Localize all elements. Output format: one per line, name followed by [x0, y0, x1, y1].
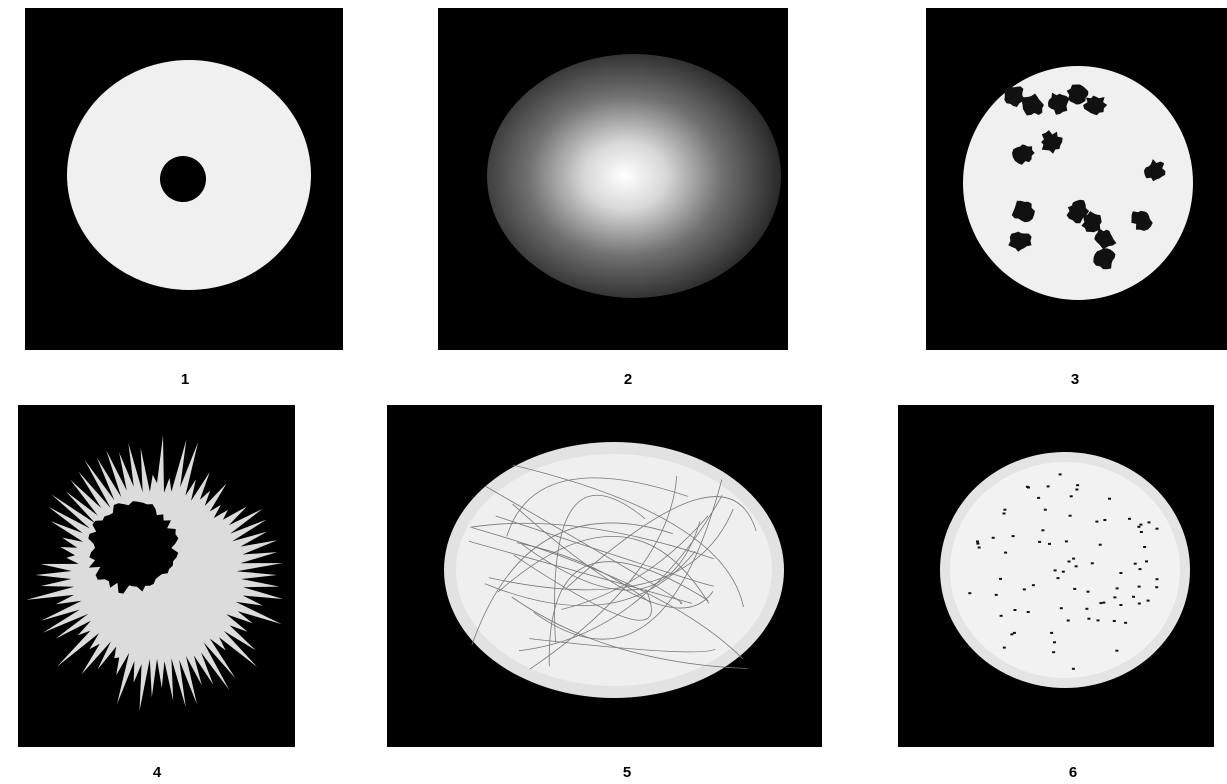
panel-label: 1 — [181, 371, 189, 388]
defect-dot — [1037, 497, 1040, 499]
defect-dot — [1050, 632, 1053, 634]
defect-dot — [1102, 602, 1105, 604]
defect-dot — [1132, 596, 1135, 598]
defect-dot — [1156, 578, 1159, 580]
defect-dot — [1113, 596, 1116, 598]
defect-dot — [1099, 544, 1102, 546]
defect-dot — [992, 537, 995, 539]
defect-dot — [1155, 586, 1158, 588]
defect-dot — [1113, 620, 1116, 622]
panel-5 — [387, 405, 822, 747]
defect-dot — [1087, 591, 1090, 593]
panel-label: 6 — [1069, 764, 1077, 781]
defect-dot — [1026, 486, 1029, 488]
defect-dot — [1068, 561, 1071, 563]
panel-label: 4 — [153, 764, 162, 781]
panel-2 — [438, 8, 788, 350]
panel-3 — [926, 8, 1227, 350]
wafer — [950, 462, 1180, 678]
defect-dot — [1145, 560, 1148, 562]
defect-dot — [1156, 528, 1159, 530]
defect-dot — [1053, 641, 1056, 643]
panel-label: 5 — [623, 764, 631, 781]
defect-dot — [1000, 615, 1003, 617]
defect-dot — [1044, 509, 1047, 511]
defect-dot — [1148, 521, 1151, 523]
defect-dot — [1119, 572, 1122, 574]
defect-dot — [1134, 563, 1137, 565]
defect-dot — [1138, 586, 1141, 588]
defect-dot — [1073, 588, 1076, 590]
wafer — [456, 454, 772, 686]
defect-dot — [1023, 588, 1026, 590]
defect-dot — [1137, 526, 1140, 528]
defect-dot — [1139, 568, 1142, 570]
defect-dot — [1065, 540, 1068, 542]
defect-dot — [1099, 602, 1102, 604]
defect-dot — [1076, 484, 1079, 486]
defect-dot — [968, 592, 971, 594]
defect-dot — [1075, 489, 1078, 491]
wafer — [487, 54, 781, 298]
defect-dot — [1014, 609, 1017, 611]
defect-dot — [978, 547, 981, 549]
defect-dot — [976, 541, 979, 543]
defect-dot — [1060, 607, 1063, 609]
defect-dot — [999, 578, 1002, 580]
defect-dot — [1069, 515, 1072, 517]
defect-dot — [1012, 535, 1015, 537]
defect-dot — [1027, 611, 1030, 613]
panel-4 — [18, 405, 295, 747]
defect-dot — [995, 594, 998, 596]
defect-dot — [1116, 587, 1119, 589]
defect-dot — [1087, 618, 1090, 620]
center-hole — [160, 156, 206, 202]
defect-dot — [1047, 485, 1050, 487]
defect-dot — [1138, 603, 1141, 605]
defect-dot — [976, 543, 979, 545]
defect-dot — [1052, 651, 1055, 653]
defect-dot — [1072, 558, 1075, 560]
defect-dot — [1103, 519, 1106, 521]
defect-dot — [1048, 543, 1051, 545]
panel-label: 3 — [1071, 371, 1079, 388]
panel-label: 2 — [624, 371, 632, 388]
defect-dot — [1067, 620, 1070, 622]
defect-dot — [1003, 647, 1006, 649]
defect-dot — [1072, 668, 1075, 670]
defect-dot — [1139, 524, 1142, 526]
defect-dot — [1119, 604, 1122, 606]
defect-dot — [1041, 529, 1044, 531]
defect-dot — [1075, 565, 1078, 567]
panel-1 — [25, 8, 343, 350]
defect-dot — [1003, 509, 1006, 511]
defect-dot — [1085, 608, 1088, 610]
defect-dot — [1091, 562, 1094, 564]
defect-dot — [1128, 518, 1131, 520]
defect-dot — [1097, 619, 1100, 621]
defect-dot — [1038, 541, 1041, 543]
defect-dot — [1010, 633, 1013, 635]
defect-dot — [1062, 571, 1065, 573]
defect-dot — [1059, 473, 1062, 475]
defect-dot — [1032, 584, 1035, 586]
figure: 1 2 3 4 5 6 — [0, 0, 1227, 784]
defect-dot — [1108, 498, 1111, 500]
defect-dot — [1004, 552, 1007, 554]
panel-6 — [898, 405, 1214, 747]
defect-dot — [1143, 546, 1146, 548]
defect-dot — [1057, 577, 1060, 579]
defect-dot — [1095, 521, 1098, 523]
defect-dot — [1140, 531, 1143, 533]
defect-dot — [1054, 569, 1057, 571]
defect-dot — [1124, 622, 1127, 624]
defect-dot — [1003, 513, 1006, 515]
defect-dot — [1070, 495, 1073, 497]
defect-dot — [1147, 600, 1150, 602]
defect-dot — [1115, 650, 1118, 652]
